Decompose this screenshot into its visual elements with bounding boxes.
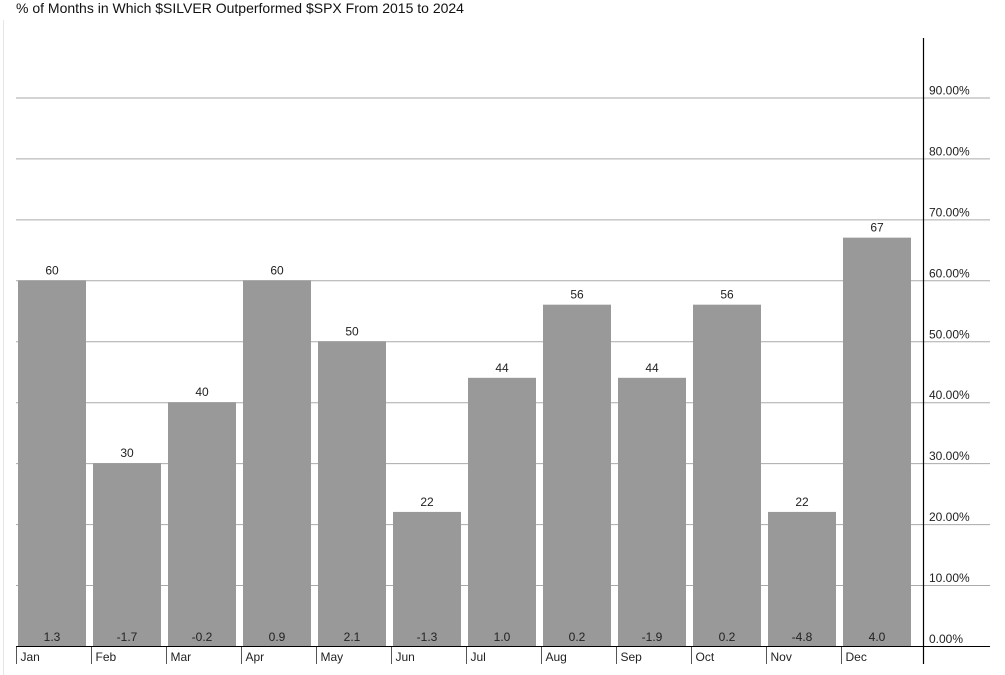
bar-value-label: 22 xyxy=(420,495,434,509)
bar xyxy=(768,511,836,646)
labels: 0.00% 10.00% 20.00% 30.00% 40.00% 50.00% 60.00… xyxy=(21,83,971,664)
bar xyxy=(18,280,86,646)
bar-value-label: 60 xyxy=(45,263,59,277)
bar-return-label: 1.0 xyxy=(494,630,511,644)
bar-return-label: 0.9 xyxy=(269,630,286,644)
bar xyxy=(243,280,311,646)
y-tick-label: 70.00% xyxy=(929,205,970,219)
bar-value-label: 56 xyxy=(570,288,584,302)
x-tick-label: May xyxy=(321,650,344,664)
bar xyxy=(168,402,236,646)
bar xyxy=(93,463,161,646)
bar-return-label: -1.3 xyxy=(417,630,438,644)
bar xyxy=(318,341,386,646)
x-tick-label: Oct xyxy=(696,650,715,664)
x-tick-label: Mar xyxy=(171,650,192,664)
y-tick-label: 20.00% xyxy=(929,510,970,524)
bar-value-label: 60 xyxy=(270,263,284,277)
chart-left-border xyxy=(3,20,4,675)
x-tick-label: Jul xyxy=(471,650,486,664)
y-tick-label: 50.00% xyxy=(929,327,970,341)
bar-return-label: -4.8 xyxy=(792,630,813,644)
bar-value-label: 44 xyxy=(645,361,659,375)
y-tick-label: 80.00% xyxy=(929,144,970,158)
y-tick-label: 30.00% xyxy=(929,449,970,463)
bar xyxy=(618,377,686,646)
bar xyxy=(843,237,911,646)
x-tick-label: Aug xyxy=(546,650,567,664)
bar-value-label: 22 xyxy=(795,495,809,509)
bar-return-label: -0.2 xyxy=(192,630,213,644)
bar-return-label: 0.2 xyxy=(569,630,586,644)
bar-return-label: 4.0 xyxy=(869,630,886,644)
bar-return-label: -1.9 xyxy=(642,630,663,644)
x-tick-label: Dec xyxy=(846,650,867,664)
bar xyxy=(543,304,611,646)
bar-value-label: 40 xyxy=(195,385,209,399)
x-tick-label: Jun xyxy=(396,650,415,664)
axes xyxy=(16,38,990,664)
x-tick-label: Feb xyxy=(96,650,117,664)
bar xyxy=(393,511,461,646)
x-tick-label: Sep xyxy=(621,650,643,664)
bar xyxy=(693,304,761,646)
bar-value-label: 30 xyxy=(120,446,134,460)
y-tick-label: 10.00% xyxy=(929,571,970,585)
bar-return-label: 1.3 xyxy=(44,630,61,644)
x-tick-label: Jan xyxy=(21,650,40,664)
chart-title: % of Months in Which $SILVER Outperforme… xyxy=(16,0,464,16)
bar-return-label: 0.2 xyxy=(719,630,736,644)
bars xyxy=(18,237,911,646)
bar-value-label: 67 xyxy=(870,221,884,235)
x-tick-label: Nov xyxy=(771,650,792,664)
bar-value-label: 44 xyxy=(495,361,509,375)
y-tick-label: 40.00% xyxy=(929,388,970,402)
bar-value-label: 56 xyxy=(720,288,734,302)
y-tick-label: 60.00% xyxy=(929,266,970,280)
bar-value-label: 50 xyxy=(345,324,359,338)
bar xyxy=(468,377,536,646)
x-tick-label: Apr xyxy=(246,650,265,664)
bar-return-label: 2.1 xyxy=(344,630,361,644)
bar-return-label: -1.7 xyxy=(117,630,138,644)
y-tick-label: 0.00% xyxy=(929,632,963,646)
y-tick-label: 90.00% xyxy=(929,83,970,97)
